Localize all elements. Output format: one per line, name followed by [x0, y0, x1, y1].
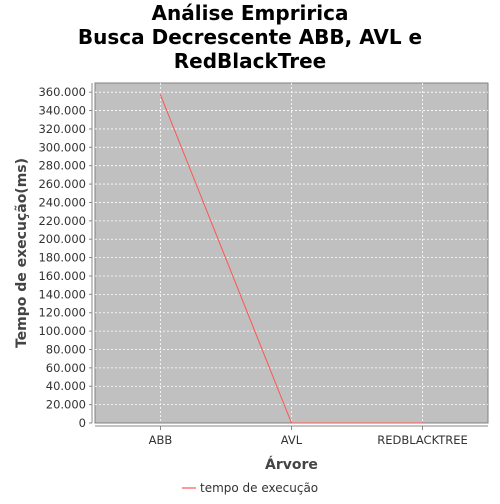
- y-tick-label: 180.000: [38, 251, 86, 265]
- y-tick-label: 340.000: [38, 104, 86, 118]
- y-tick-label: 300.000: [38, 140, 86, 154]
- x-tick-label: REDBLACKTREE: [377, 433, 468, 447]
- y-axis-label: Tempo de execução(ms): [14, 158, 30, 348]
- x-axis: ABB AVL REDBLACKTREE: [95, 425, 488, 447]
- y-tick-label: 0: [79, 416, 86, 430]
- y-tick-label: 120.000: [38, 306, 86, 320]
- legend: tempo de execução: [182, 481, 318, 495]
- data-point: [159, 94, 162, 96]
- y-tick-label: 40.000: [46, 379, 86, 393]
- y-tick-label: 280.000: [38, 159, 86, 173]
- data-point: [290, 422, 293, 424]
- chart-title-line: Análise Empririca: [152, 1, 349, 25]
- chart-title-line: Busca Decrescente ABB, AVL e: [78, 25, 422, 49]
- y-tick-label: 220.000: [38, 214, 86, 228]
- chart-title-line: RedBlackTree: [174, 49, 326, 73]
- y-tick-label: 20.000: [46, 398, 86, 412]
- y-tick-label: 60.000: [46, 361, 86, 375]
- y-tick-label: 260.000: [38, 177, 86, 191]
- y-tick-label: 200.000: [38, 232, 86, 246]
- data-point: [421, 422, 424, 424]
- y-tick-label: 320.000: [38, 122, 86, 136]
- y-axis: 0 20.000 40.000 60.000 80.000 100.000 120.000 1…: [38, 83, 93, 430]
- x-axis-label: Árvore: [265, 456, 318, 473]
- y-tick-label: 160.000: [38, 269, 86, 283]
- x-tick-label: ABB: [149, 433, 173, 447]
- y-tick-label: 80.000: [46, 342, 86, 356]
- y-tick-label: 360.000: [38, 85, 86, 99]
- x-tick-label: AVL: [281, 433, 303, 447]
- series-lines: [159, 94, 424, 424]
- grid-lines: [95, 83, 488, 423]
- y-tick-label: 240.000: [38, 195, 86, 209]
- y-tick-label: 100.000: [38, 324, 86, 338]
- legend-label: tempo de execução: [200, 481, 318, 495]
- y-tick-label: 140.000: [38, 287, 86, 301]
